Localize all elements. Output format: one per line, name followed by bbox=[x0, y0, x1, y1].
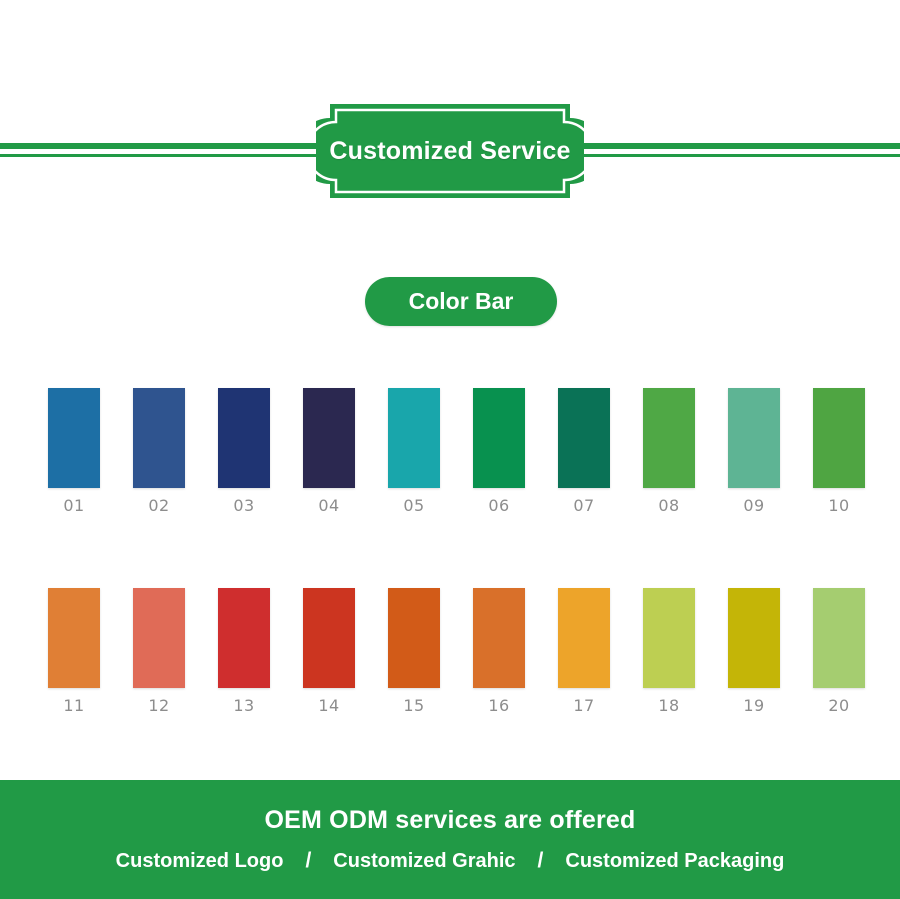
swatch-cell-09[interactable]: 09 bbox=[728, 388, 780, 518]
swatch-label-13: 13 bbox=[233, 696, 255, 715]
swatch-chip-15[interactable] bbox=[388, 588, 440, 688]
swatch-label-05: 05 bbox=[403, 496, 425, 515]
swatch-chip-03[interactable] bbox=[218, 388, 270, 488]
swatch-label-11: 11 bbox=[63, 696, 85, 715]
swatch-label-09: 09 bbox=[743, 496, 765, 515]
swatch-label-01: 01 bbox=[63, 496, 85, 515]
swatch-chip-13[interactable] bbox=[218, 588, 270, 688]
swatch-chip-05[interactable] bbox=[388, 388, 440, 488]
swatch-cell-10[interactable]: 10 bbox=[813, 388, 865, 518]
swatch-label-18: 18 bbox=[658, 696, 680, 715]
swatch-cell-02[interactable]: 02 bbox=[133, 388, 185, 518]
color-bar-heading-pill: Color Bar bbox=[365, 277, 557, 326]
swatch-chip-09[interactable] bbox=[728, 388, 780, 488]
swatch-label-07: 07 bbox=[573, 496, 595, 515]
swatch-row-1: 01 02 03 04 05 06 07 08 09 10 bbox=[48, 388, 865, 518]
page-title: Customized Service bbox=[329, 136, 571, 165]
swatch-cell-18[interactable]: 18 bbox=[643, 588, 695, 718]
swatch-cell-14[interactable]: 14 bbox=[303, 588, 355, 718]
footer-service-list: Customized Logo / Customized Grahic / Custom… bbox=[116, 849, 785, 873]
footer-separator: / bbox=[537, 849, 544, 872]
footer-item-2: Customized Grahic bbox=[333, 849, 516, 872]
swatch-cell-15[interactable]: 15 bbox=[388, 588, 440, 718]
footer-title: OEM ODM services are offered bbox=[264, 806, 636, 834]
swatch-chip-01[interactable] bbox=[48, 388, 100, 488]
footer-item-1: Customized Logo bbox=[115, 849, 284, 872]
header-section: Customized Service bbox=[0, 0, 900, 250]
swatch-cell-04[interactable]: 04 bbox=[303, 388, 355, 518]
footer-item-3: Customized Packaging bbox=[565, 849, 785, 872]
swatch-chip-02[interactable] bbox=[133, 388, 185, 488]
swatch-cell-05[interactable]: 05 bbox=[388, 388, 440, 518]
footer-separator: / bbox=[305, 849, 312, 872]
ribbon-shape-icon bbox=[316, 104, 584, 198]
swatch-cell-16[interactable]: 16 bbox=[473, 588, 525, 718]
swatch-cell-11[interactable]: 11 bbox=[48, 588, 100, 718]
swatch-label-15: 15 bbox=[403, 696, 425, 715]
swatch-chip-19[interactable] bbox=[728, 588, 780, 688]
swatch-cell-13[interactable]: 13 bbox=[218, 588, 270, 718]
swatch-cell-12[interactable]: 12 bbox=[133, 588, 185, 718]
swatch-cell-07[interactable]: 07 bbox=[558, 388, 610, 518]
swatch-label-19: 19 bbox=[743, 696, 765, 715]
swatch-chip-07[interactable] bbox=[558, 388, 610, 488]
swatch-cell-01[interactable]: 01 bbox=[48, 388, 100, 518]
swatch-cell-06[interactable]: 06 bbox=[473, 388, 525, 518]
swatch-chip-06[interactable] bbox=[473, 388, 525, 488]
header-ribbon: Customized Service bbox=[316, 104, 584, 198]
swatch-cell-20[interactable]: 20 bbox=[813, 588, 865, 718]
swatch-label-12: 12 bbox=[148, 696, 170, 715]
swatch-chip-10[interactable] bbox=[813, 388, 865, 488]
swatch-label-14: 14 bbox=[318, 696, 340, 715]
swatch-cell-03[interactable]: 03 bbox=[218, 388, 270, 518]
swatch-chip-16[interactable] bbox=[473, 588, 525, 688]
swatch-label-20: 20 bbox=[828, 696, 850, 715]
swatch-chip-18[interactable] bbox=[643, 588, 695, 688]
swatch-label-08: 08 bbox=[658, 496, 680, 515]
swatch-chip-04[interactable] bbox=[303, 388, 355, 488]
swatch-chip-20[interactable] bbox=[813, 588, 865, 688]
swatch-row-2: 11 12 13 14 15 16 17 18 19 20 bbox=[48, 588, 865, 718]
swatch-label-04: 04 bbox=[318, 496, 340, 515]
swatch-chip-11[interactable] bbox=[48, 588, 100, 688]
swatch-label-17: 17 bbox=[573, 696, 595, 715]
swatch-label-16: 16 bbox=[488, 696, 510, 715]
swatch-chip-12[interactable] bbox=[133, 588, 185, 688]
footer-banner: OEM ODM services are offered Customized … bbox=[0, 780, 900, 899]
swatch-label-06: 06 bbox=[488, 496, 510, 515]
swatch-label-02: 02 bbox=[148, 496, 170, 515]
swatch-cell-19[interactable]: 19 bbox=[728, 588, 780, 718]
swatch-chip-08[interactable] bbox=[643, 388, 695, 488]
swatch-cell-17[interactable]: 17 bbox=[558, 588, 610, 718]
swatch-cell-08[interactable]: 08 bbox=[643, 388, 695, 518]
swatch-chip-17[interactable] bbox=[558, 588, 610, 688]
swatch-label-10: 10 bbox=[828, 496, 850, 515]
swatch-chip-14[interactable] bbox=[303, 588, 355, 688]
swatch-label-03: 03 bbox=[233, 496, 255, 515]
